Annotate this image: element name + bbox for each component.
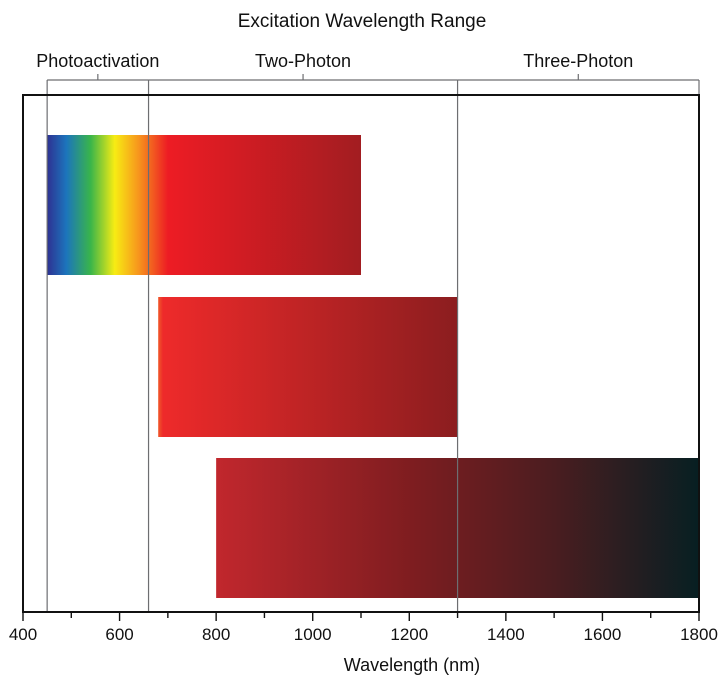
region-2: Two-Photon [148, 51, 458, 81]
x-tick-label: 600 [105, 625, 133, 644]
bar-1 [47, 135, 362, 275]
x-axis-ticks: 400 600 800 1000 1200 1400 1600 1800 [9, 612, 718, 644]
x-tick-label: 1400 [487, 625, 525, 644]
x-tick-label: 1600 [584, 625, 622, 644]
bar-2 [158, 297, 458, 437]
x-tick-label: 1000 [294, 625, 332, 644]
x-tick-label: 1800 [680, 625, 718, 644]
bars [47, 135, 699, 598]
x-tick-label: 400 [9, 625, 37, 644]
region-label: Photoactivation [36, 51, 159, 71]
region-label: Two-Photon [255, 51, 351, 71]
region-labels: Photoactivation Two-Photon Three-Photon [36, 51, 699, 81]
chart-title: Excitation Wavelength Range [238, 11, 487, 32]
region-3: Three-Photon [457, 51, 699, 81]
region-1: Photoactivation [36, 51, 159, 81]
region-dividers [46, 80, 700, 612]
region-label: Three-Photon [523, 51, 633, 71]
x-tick-label: 800 [202, 625, 230, 644]
x-axis-label: Wavelength (nm) [344, 655, 480, 675]
x-tick-label: 1200 [390, 625, 428, 644]
